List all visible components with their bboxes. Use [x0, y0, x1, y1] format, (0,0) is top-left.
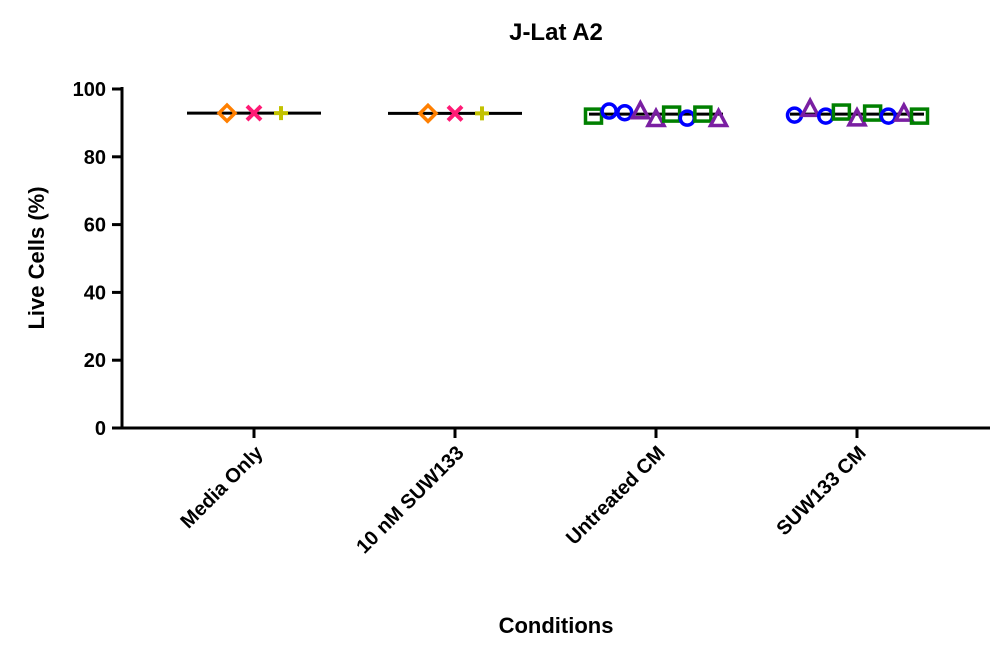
data-point-triangle — [645, 106, 667, 128]
x-tick-label: 10 nM SUW133 — [352, 442, 468, 558]
y-tick-label: 100 — [73, 79, 106, 101]
data-point-plus — [475, 106, 489, 121]
y-tick-label: 60 — [84, 215, 106, 237]
data-point-circle — [879, 107, 897, 125]
data-point-square — [909, 107, 930, 125]
y-tick-label: 0 — [95, 418, 106, 440]
data-point-circle — [817, 107, 835, 125]
data-point-triangle — [892, 101, 915, 122]
chart-title: J-Lat A2 — [509, 19, 603, 46]
x-tick-label: Untreated CM — [562, 442, 669, 549]
data-point-triangle — [846, 106, 868, 127]
data-point-square — [693, 105, 713, 123]
data-point-cross — [446, 104, 464, 122]
data-point-square — [831, 103, 852, 121]
x-tick-label: Media Only — [177, 441, 269, 533]
data-point-diamond — [417, 102, 439, 124]
data-point-plus — [274, 106, 288, 121]
x-axis-label: Conditions — [499, 613, 614, 638]
y-axis-label: Live Cells (%) — [24, 186, 49, 329]
data-point-square — [583, 107, 604, 125]
data-point-circle — [600, 102, 618, 120]
y-tick-label: 20 — [84, 350, 106, 372]
data-point-triangle — [629, 98, 652, 120]
y-tick-label: 80 — [84, 147, 106, 169]
data-point-triangle — [707, 106, 730, 128]
data-point-diamond — [216, 102, 238, 124]
data-point-circle — [616, 103, 634, 122]
x-tick-label: SUW133 CM — [772, 442, 870, 540]
data-point-cross — [245, 104, 263, 122]
y-tick-label: 40 — [84, 282, 106, 304]
data-point-triangle — [799, 96, 822, 118]
